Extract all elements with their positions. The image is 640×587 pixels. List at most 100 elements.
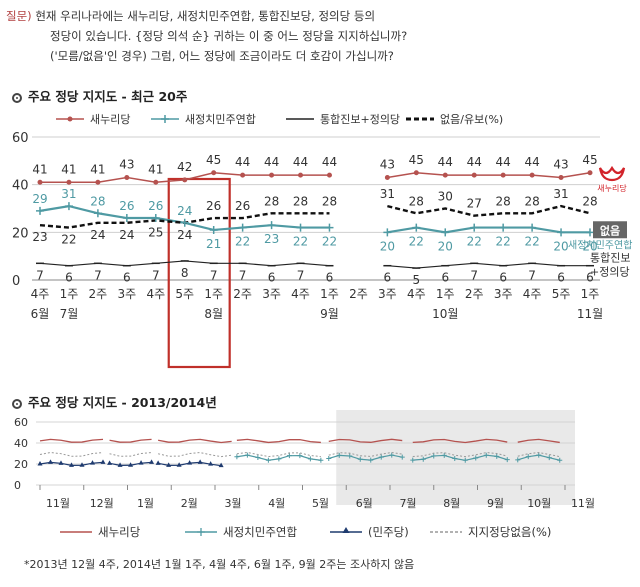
x-month-label: 7월 xyxy=(399,497,416,510)
saenuri-value-label: 41 xyxy=(90,162,105,176)
jinbo-value-label: 7 xyxy=(239,268,247,282)
dem-trace-point xyxy=(58,460,64,465)
jinbo-value-label: 7 xyxy=(210,268,218,282)
saenuri-point xyxy=(587,170,593,176)
npad-point xyxy=(296,223,305,232)
legend-label: 지지정당없음(%) xyxy=(468,525,551,539)
footnote: *2013년 12월 4주, 2014년 1월 1주, 4월 4주, 6월 1주… xyxy=(24,558,415,571)
none-value-label: 28 xyxy=(582,194,597,208)
jinbo-end-label-1: 통합진보 xyxy=(590,252,630,265)
npad-value-label: 22 xyxy=(524,235,539,249)
x-week-label: 1주 xyxy=(320,287,339,301)
npad-trace-point xyxy=(441,452,447,458)
npad-value-label: 22 xyxy=(235,235,250,249)
npad-trace-point xyxy=(536,452,542,458)
npad-value-label: 26 xyxy=(119,199,134,213)
none-value-label: 24 xyxy=(177,228,192,242)
jinbo-value-label: 6 xyxy=(441,271,449,285)
saenuri-value-label: 43 xyxy=(553,158,568,172)
x-month-label: 6월 xyxy=(31,307,50,321)
y-tick-label: 0 xyxy=(14,479,21,492)
saenuri-point xyxy=(442,172,448,178)
jinbo-value-label: 6 xyxy=(384,271,392,285)
jinbo-value-label: 7 xyxy=(528,268,536,282)
npad-point xyxy=(325,223,334,232)
npad-value-label: 20 xyxy=(380,239,395,253)
saenuri-value-label: 44 xyxy=(293,155,308,169)
x-week-label: 2주 xyxy=(89,287,108,301)
yearly-chart: 0 20 40 60 11월 12월 1월 2월 3월 4월 5월 6월 7월 8월 9월 10월 11월새누리… xyxy=(14,410,595,539)
legend-label: 새누리당 xyxy=(98,525,141,539)
x-week-label: 1주 xyxy=(436,287,455,301)
x-week-label: 2주 xyxy=(233,287,252,301)
none-value-label: 25 xyxy=(148,225,163,239)
npad-point xyxy=(180,218,189,227)
y-tick-label: 20 xyxy=(14,458,28,471)
npad-point xyxy=(557,228,566,237)
npad-point xyxy=(499,223,508,232)
saenuri-point xyxy=(211,170,217,176)
saenuri-point xyxy=(124,175,130,181)
npad-trace-point xyxy=(420,456,426,462)
saenuri-value-label: 43 xyxy=(380,158,395,172)
jinbo-value-label: 7 xyxy=(470,268,478,282)
npad-end-label: 새정치민주연합 xyxy=(568,239,632,251)
none-value-label: 23 xyxy=(32,230,47,244)
chart2-title: 주요 정당 지지도 - 2013/2014년 xyxy=(12,392,217,411)
dem-trace-point xyxy=(100,459,106,464)
npad-value-label: 23 xyxy=(264,232,279,246)
none-value-label: 30 xyxy=(438,190,453,204)
none-value-label: 24 xyxy=(90,228,105,242)
dem-trace-point xyxy=(176,462,182,467)
none-value-label: 22 xyxy=(61,233,76,247)
npad-value-label: 29 xyxy=(32,192,47,206)
legend-label: 새정치민주연합 xyxy=(223,525,297,539)
saenuri-trace xyxy=(328,438,403,443)
dem-trace-point xyxy=(90,460,95,465)
x-month-label: 9월 xyxy=(487,497,504,510)
npad-trace-point xyxy=(410,457,416,463)
npad-point xyxy=(209,225,218,234)
none-trace xyxy=(109,452,152,457)
jinbo-value-label: 7 xyxy=(36,268,44,282)
npad-trace-point xyxy=(347,453,353,459)
saenuri-point xyxy=(326,172,332,178)
saenuri-point xyxy=(153,179,159,185)
saenuri-point xyxy=(298,172,304,178)
npad-trace-point xyxy=(462,457,468,463)
x-week-label: 1주 xyxy=(581,287,600,301)
jinbo-value-label: 6 xyxy=(499,271,507,285)
npad-trace-point xyxy=(431,453,437,459)
npad-trace xyxy=(412,454,508,461)
chart1-title: 주요 정당 지지도 - 최근 20주 xyxy=(12,86,187,105)
jinbo-value-label: 7 xyxy=(94,268,102,282)
saenuri-value-label: 44 xyxy=(235,155,250,169)
dem-trace-point xyxy=(107,460,113,465)
x-week-label: 2주 xyxy=(349,287,368,301)
dem-trace-point xyxy=(155,460,161,465)
npad-point xyxy=(238,223,247,232)
x-week-label: 2주 xyxy=(465,287,484,301)
jinbo-value-label: 6 xyxy=(268,271,276,285)
none-trace xyxy=(158,452,232,458)
saenuri-trace xyxy=(236,438,321,444)
x-month-label: 9월 xyxy=(320,307,339,321)
npad-trace-point xyxy=(357,456,363,462)
none-value-label: 24 xyxy=(119,228,134,242)
x-month-label: 7월 xyxy=(60,307,79,321)
none-value-label: 28 xyxy=(293,194,308,208)
legend-label: (민주당) xyxy=(368,525,409,539)
saenuri-point xyxy=(384,175,390,181)
npad-value-label: 22 xyxy=(322,235,337,249)
dem-trace-point xyxy=(197,459,203,464)
npad-value-label: 20 xyxy=(582,239,597,253)
npad-value-label: 22 xyxy=(409,235,424,249)
highlight-box xyxy=(167,177,231,369)
saenuri-trace xyxy=(39,438,104,443)
x-week-label: 3주 xyxy=(117,287,136,301)
saenuri-value-label: 44 xyxy=(496,155,511,169)
npad-value-label: 22 xyxy=(496,235,511,249)
none-value-label: 28 xyxy=(264,194,279,208)
legend-label: 통합진보+정의당 xyxy=(320,113,400,126)
